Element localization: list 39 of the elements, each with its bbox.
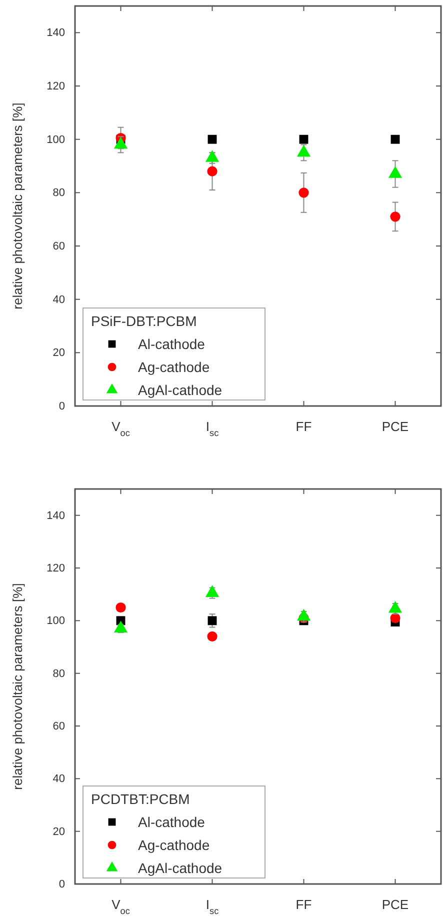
y-tick-label: 40 [52,773,65,786]
x-tick-label: FF [296,419,312,434]
x-tick-label: V$_{oc}$ [112,897,130,916]
point [208,134,217,144]
legend-label: AgAl-cathode [138,382,222,398]
y-tick-label: 120 [46,80,65,93]
legend-label: Al-cathode [138,336,206,352]
y-tick-label: 120 [46,562,65,575]
x-tick-label: FF [296,897,312,912]
legend-label: Ag-cathode [138,837,210,853]
y-tick-label: 40 [52,294,65,306]
y-axis-title: relative photovoltaic parameters [%] [10,583,25,790]
y-tick-label: 80 [52,668,65,680]
y-tick-label: 60 [52,240,65,253]
legend-title: PCDTBT:PCBM [91,791,190,807]
x-tick-label: PCE [382,897,409,912]
legend-label: AgAl-cathode [138,860,222,876]
y-tick-label: 100 [46,134,65,146]
y-axis-title: relative photovoltaic parameters [%] [10,102,25,310]
x-tick-label: PCE [382,419,409,434]
y-tick-label: 0 [58,400,65,413]
point [390,212,400,222]
x-tick-label: I$_{sc}$ [206,419,220,438]
x-tick-label: V$_{oc}$ [112,419,130,438]
legend-title: PSiF-DBT:PCBM [91,313,197,329]
y-tick-label: 20 [52,347,65,360]
x-tick-label: I$_{sc}$ [206,897,220,916]
point [298,188,309,198]
y-tick-label: 20 [52,826,65,838]
y-tick-label: 60 [52,720,65,733]
y-tick-label: 0 [58,878,65,891]
legend-label: Al-cathode [138,814,206,830]
y-tick-label: 80 [52,187,65,200]
y-tick-label: 140 [46,510,65,522]
point [207,166,218,176]
legend-label: Ag-cathode [138,359,210,375]
y-tick-label: 100 [46,615,65,628]
point [390,134,400,144]
y-tick-label: 140 [46,27,65,40]
